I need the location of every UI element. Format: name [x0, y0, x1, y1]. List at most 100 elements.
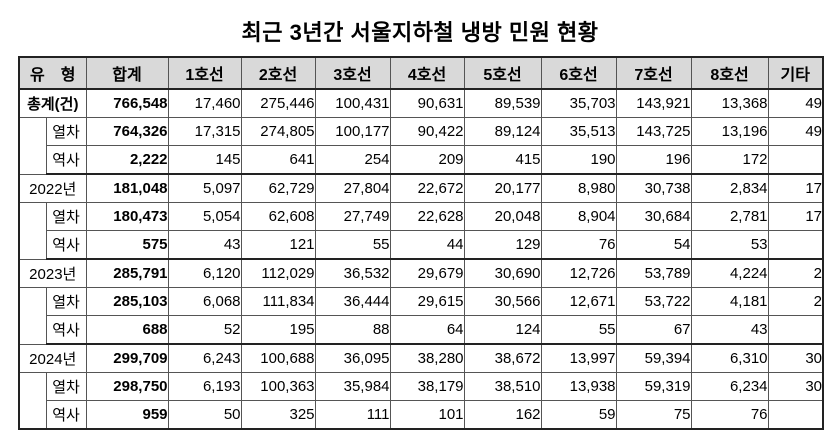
cell-value: 27,804 — [314, 173, 391, 203]
column-header-10: 기타 — [767, 56, 824, 90]
cell-total: 766,548 — [85, 88, 169, 118]
cell-value: 6,068 — [167, 287, 242, 316]
table-row: 열차 180,473 5,054 62,608 27,749 22,628 20,048 8,… — [18, 202, 824, 260]
table-row: 2023년 285,791 6,120 112,029 36,532 29,679 30,6… — [18, 258, 824, 288]
column-header-2: 1호선 — [167, 56, 242, 90]
cell-value: 64 — [389, 315, 465, 345]
cell-value: 53 — [690, 230, 769, 260]
cell-value: 100,431 — [314, 88, 391, 118]
table-row: 2022년 181,048 5,097 62,729 27,804 22,672 20,17… — [18, 173, 824, 203]
cell-value: 89,124 — [463, 117, 542, 146]
cell-value: 641 — [240, 145, 316, 175]
table-body: 총계(건) 766,548 17,460 275,446 100,431 90,631 89… — [18, 88, 824, 430]
column-header-9: 8호선 — [690, 56, 769, 90]
cell-value: 143,725 — [615, 117, 692, 146]
row-sublabel: 역사 — [45, 230, 87, 260]
complaints-table: 유 형 합계 1호선 2호선 3호선 4호선 5호선 6호선 7호선 8호선 기타 총계(건) 766… — [18, 56, 825, 430]
cell-value: 13,997 — [540, 343, 617, 373]
cell-value: 111,834 — [240, 287, 316, 316]
cell-value: 59,319 — [615, 372, 692, 401]
cell-value: 43 — [690, 315, 769, 345]
cell-value: 172 — [690, 145, 769, 175]
cell-value: 111 — [314, 400, 391, 430]
row-label: 2024년 — [18, 343, 87, 373]
cell-total: 575 — [85, 230, 169, 260]
cell-total: 688 — [85, 315, 169, 345]
row-label: 총계(건) — [18, 88, 87, 118]
cell-total: 285,791 — [85, 258, 169, 288]
cell-value: 112,029 — [240, 258, 316, 288]
table-row: 역사 2,222 145 641 254 209 415 190 196 172 — [19, 145, 824, 175]
cell-value: 50 — [167, 400, 242, 430]
cell-value — [767, 230, 824, 260]
cell-value: 5,097 — [167, 173, 242, 203]
cell-value: 6,310 — [690, 343, 769, 373]
cell-value: 415 — [463, 145, 542, 175]
cell-value — [767, 315, 824, 345]
cell-value: 2 — [767, 258, 824, 288]
cell-value: 30,566 — [463, 287, 542, 316]
cell-value: 38,510 — [463, 372, 542, 401]
row-indent-spacer — [18, 372, 47, 430]
cell-value — [767, 400, 824, 430]
cell-value: 29,615 — [389, 287, 465, 316]
table-row: 역사 575 43 121 55 44 129 76 54 53 — [19, 230, 824, 260]
cell-value: 44 — [389, 230, 465, 260]
cell-value: 2,834 — [690, 173, 769, 203]
row-indent-spacer — [18, 202, 47, 260]
cell-value: 43 — [167, 230, 242, 260]
cell-value: 6,243 — [167, 343, 242, 373]
cell-value: 13,196 — [690, 117, 769, 146]
column-header-1: 합계 — [85, 56, 169, 90]
cell-value: 49 — [767, 88, 824, 118]
row-sublabel: 열차 — [45, 287, 87, 316]
cell-value: 38,672 — [463, 343, 542, 373]
cell-value: 274,805 — [240, 117, 316, 146]
cell-value: 17 — [767, 202, 824, 231]
row-indent-spacer — [18, 287, 47, 345]
cell-total: 959 — [85, 400, 169, 430]
cell-value: 30,690 — [463, 258, 542, 288]
cell-total: 285,103 — [85, 287, 169, 316]
page-title: 최근 3년간 서울지하철 냉방 민원 현황 — [241, 20, 599, 45]
cell-value: 36,444 — [314, 287, 391, 316]
cell-value: 75 — [615, 400, 692, 430]
cell-value: 35,703 — [540, 88, 617, 118]
cell-value: 8,980 — [540, 173, 617, 203]
cell-value: 29,679 — [389, 258, 465, 288]
cell-value: 100,363 — [240, 372, 316, 401]
cell-value: 6,234 — [690, 372, 769, 401]
cell-value: 54 — [615, 230, 692, 260]
table-row: 열차 764,326 17,315 274,805 100,177 90,422 89,12… — [18, 117, 824, 175]
cell-value: 36,095 — [314, 343, 391, 373]
cell-value: 62,608 — [240, 202, 316, 231]
table-row: 2024년 299,709 6,243 100,688 36,095 38,280 38,6… — [18, 343, 824, 373]
cell-value: 20,177 — [463, 173, 542, 203]
cell-value: 30,684 — [615, 202, 692, 231]
cell-value: 59 — [540, 400, 617, 430]
cell-value: 12,726 — [540, 258, 617, 288]
row-sublabel: 역사 — [45, 400, 87, 430]
cell-value: 35,513 — [540, 117, 617, 146]
cell-value: 36,532 — [314, 258, 391, 288]
column-header-4: 3호선 — [314, 56, 391, 90]
header-row: 유 형 합계 1호선 2호선 3호선 4호선 5호선 6호선 7호선 8호선 기타 — [18, 56, 824, 90]
cell-value: 196 — [615, 145, 692, 175]
cell-value: 22,672 — [389, 173, 465, 203]
cell-value: 121 — [240, 230, 316, 260]
cell-value: 275,446 — [240, 88, 316, 118]
row-sublabel: 역사 — [45, 145, 87, 175]
cell-value: 6,120 — [167, 258, 242, 288]
table-row: 총계(건) 766,548 17,460 275,446 100,431 90,631 89… — [18, 88, 824, 118]
cell-value: 53,722 — [615, 287, 692, 316]
cell-value: 195 — [240, 315, 316, 345]
cell-value: 59,394 — [615, 343, 692, 373]
cell-value: 124 — [463, 315, 542, 345]
table-row: 역사 959 50 325 111 101 162 59 75 76 — [19, 400, 824, 430]
cell-value: 17,315 — [167, 117, 242, 146]
column-header-8: 7호선 — [615, 56, 692, 90]
cell-value: 52 — [167, 315, 242, 345]
cell-value: 6,193 — [167, 372, 242, 401]
row-label: 2023년 — [18, 258, 87, 288]
row-label: 2022년 — [18, 173, 87, 203]
